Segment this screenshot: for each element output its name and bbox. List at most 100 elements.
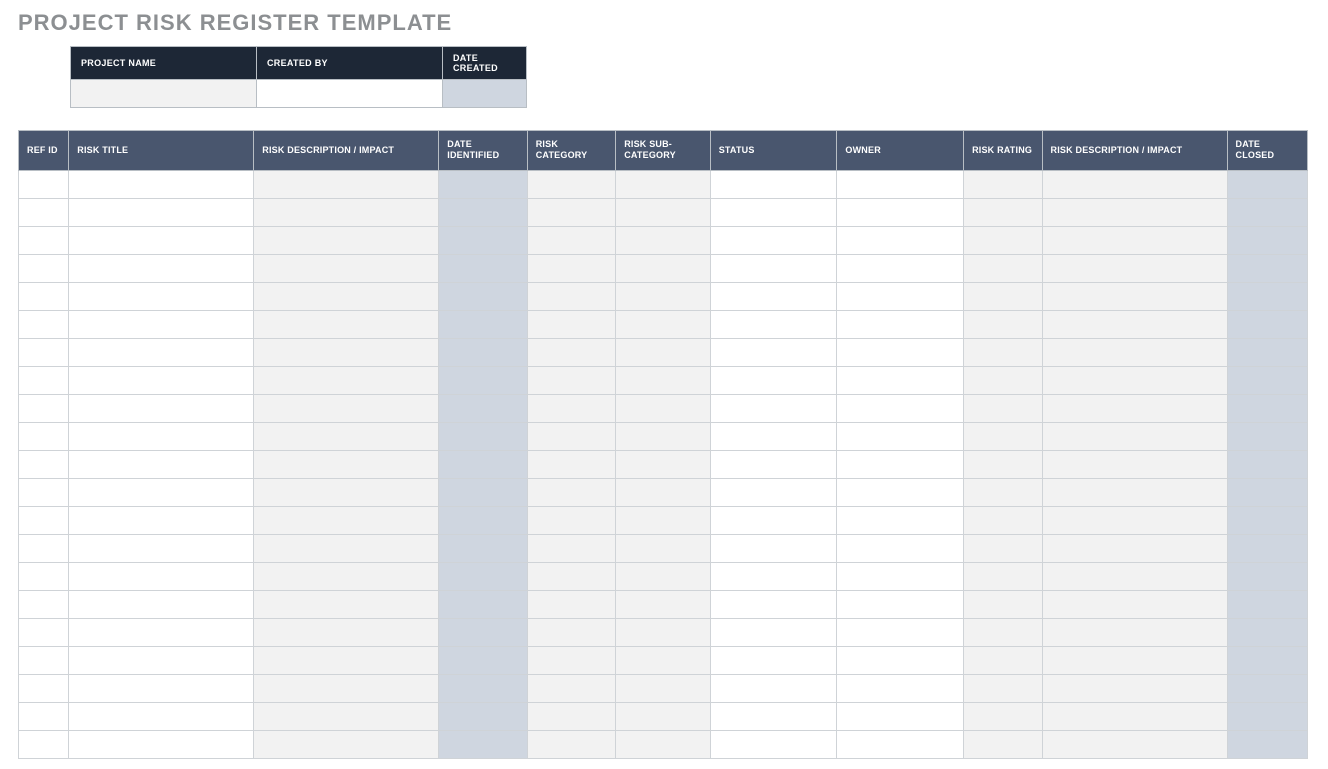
table-cell[interactable]	[254, 646, 439, 674]
table-cell[interactable]	[439, 226, 527, 254]
table-cell[interactable]	[710, 506, 837, 534]
table-cell[interactable]	[439, 282, 527, 310]
table-cell[interactable]	[1042, 590, 1227, 618]
table-cell[interactable]	[439, 366, 527, 394]
table-cell[interactable]	[710, 618, 837, 646]
table-cell[interactable]	[254, 674, 439, 702]
table-cell[interactable]	[69, 226, 254, 254]
table-cell[interactable]	[69, 730, 254, 758]
table-cell[interactable]	[710, 226, 837, 254]
table-cell[interactable]	[616, 338, 711, 366]
table-cell[interactable]	[1042, 198, 1227, 226]
table-cell[interactable]	[616, 394, 711, 422]
table-cell[interactable]	[837, 282, 964, 310]
table-cell[interactable]	[527, 618, 615, 646]
table-cell[interactable]	[1227, 254, 1308, 282]
table-cell[interactable]	[1042, 534, 1227, 562]
table-cell[interactable]	[964, 338, 1042, 366]
table-cell[interactable]	[527, 198, 615, 226]
table-cell[interactable]	[254, 226, 439, 254]
table-cell[interactable]	[19, 702, 69, 730]
table-cell[interactable]	[1042, 646, 1227, 674]
table-cell[interactable]	[439, 506, 527, 534]
table-cell[interactable]	[527, 506, 615, 534]
table-cell[interactable]	[837, 198, 964, 226]
table-cell[interactable]	[527, 310, 615, 338]
table-cell[interactable]	[439, 422, 527, 450]
table-cell[interactable]	[616, 702, 711, 730]
table-cell[interactable]	[964, 534, 1042, 562]
table-cell[interactable]	[19, 562, 69, 590]
table-cell[interactable]	[19, 450, 69, 478]
table-cell[interactable]	[964, 702, 1042, 730]
table-cell[interactable]	[710, 646, 837, 674]
table-cell[interactable]	[254, 618, 439, 646]
table-cell[interactable]	[439, 674, 527, 702]
table-cell[interactable]	[19, 338, 69, 366]
table-cell[interactable]	[837, 646, 964, 674]
table-cell[interactable]	[527, 702, 615, 730]
table-cell[interactable]	[964, 562, 1042, 590]
table-cell[interactable]	[439, 702, 527, 730]
table-cell[interactable]	[616, 506, 711, 534]
table-cell[interactable]	[19, 282, 69, 310]
table-cell[interactable]	[964, 366, 1042, 394]
table-cell[interactable]	[527, 366, 615, 394]
table-cell[interactable]	[710, 590, 837, 618]
table-cell[interactable]	[69, 646, 254, 674]
table-cell[interactable]	[616, 282, 711, 310]
table-cell[interactable]	[19, 310, 69, 338]
table-cell[interactable]	[254, 366, 439, 394]
table-cell[interactable]	[69, 282, 254, 310]
table-cell[interactable]	[527, 226, 615, 254]
table-cell[interactable]	[1227, 506, 1308, 534]
table-cell[interactable]	[1042, 730, 1227, 758]
table-cell[interactable]	[710, 534, 837, 562]
table-cell[interactable]	[69, 394, 254, 422]
table-cell[interactable]	[1227, 618, 1308, 646]
table-cell[interactable]	[69, 562, 254, 590]
table-cell[interactable]	[616, 562, 711, 590]
table-cell[interactable]	[19, 254, 69, 282]
table-cell[interactable]	[69, 310, 254, 338]
table-cell[interactable]	[1042, 506, 1227, 534]
table-cell[interactable]	[527, 450, 615, 478]
table-cell[interactable]	[439, 534, 527, 562]
table-cell[interactable]	[1042, 170, 1227, 198]
table-cell[interactable]	[527, 534, 615, 562]
table-cell[interactable]	[964, 394, 1042, 422]
table-cell[interactable]	[1042, 338, 1227, 366]
table-cell[interactable]	[616, 310, 711, 338]
table-cell[interactable]	[1042, 702, 1227, 730]
table-cell[interactable]	[527, 646, 615, 674]
table-cell[interactable]	[1042, 310, 1227, 338]
table-cell[interactable]	[254, 422, 439, 450]
table-cell[interactable]	[1227, 198, 1308, 226]
table-cell[interactable]	[527, 394, 615, 422]
table-cell[interactable]	[254, 254, 439, 282]
table-cell[interactable]	[837, 730, 964, 758]
table-cell[interactable]	[254, 702, 439, 730]
table-cell[interactable]	[710, 702, 837, 730]
table-cell[interactable]	[964, 646, 1042, 674]
table-cell[interactable]	[964, 450, 1042, 478]
table-cell[interactable]	[439, 310, 527, 338]
table-cell[interactable]	[527, 254, 615, 282]
table-cell[interactable]	[964, 254, 1042, 282]
table-cell[interactable]	[964, 170, 1042, 198]
table-cell[interactable]	[964, 674, 1042, 702]
table-cell[interactable]	[254, 282, 439, 310]
table-cell[interactable]	[837, 478, 964, 506]
table-cell[interactable]	[69, 618, 254, 646]
table-cell[interactable]	[616, 478, 711, 506]
table-cell[interactable]	[69, 702, 254, 730]
table-cell[interactable]	[69, 254, 254, 282]
table-cell[interactable]	[254, 730, 439, 758]
table-cell[interactable]	[710, 674, 837, 702]
table-cell[interactable]	[710, 254, 837, 282]
table-cell[interactable]	[1227, 646, 1308, 674]
table-cell[interactable]	[527, 422, 615, 450]
table-cell[interactable]	[1227, 534, 1308, 562]
table-cell[interactable]	[439, 450, 527, 478]
table-cell[interactable]	[19, 198, 69, 226]
